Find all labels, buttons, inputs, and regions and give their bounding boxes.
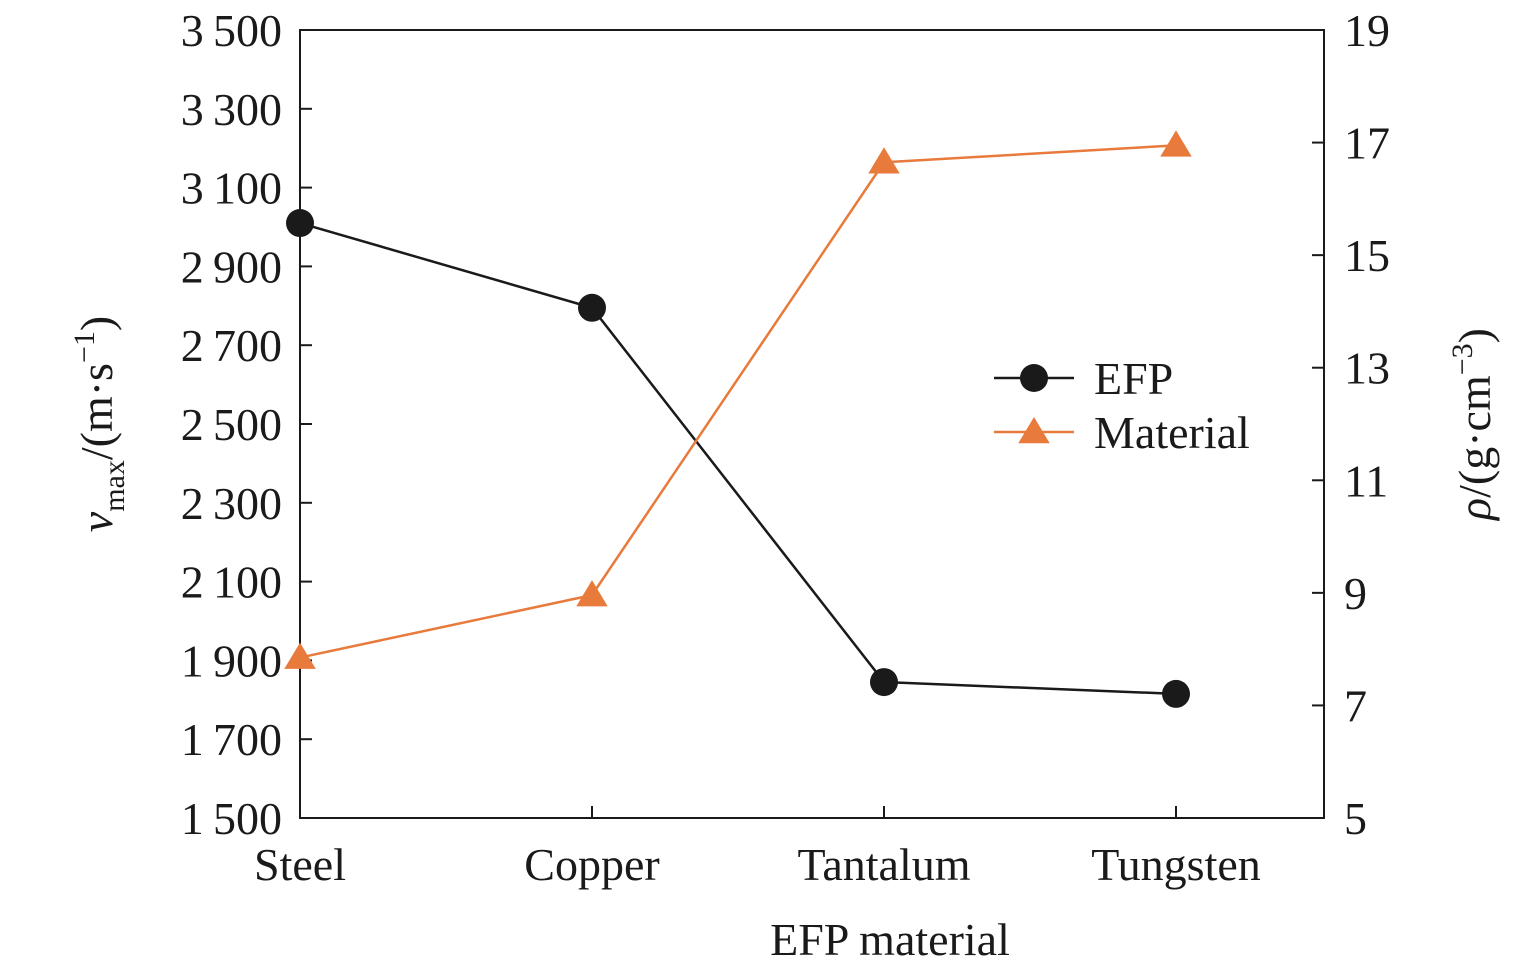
left-tick-label: 3 100 <box>181 163 282 214</box>
left-tick-label: 1 500 <box>181 793 282 844</box>
x-axis: Steel Copper Tantalum Tungsten <box>254 806 1261 890</box>
left-tick-label: 3 300 <box>181 84 282 135</box>
legend-label-efp: EFP <box>1094 353 1173 404</box>
left-tick-label: 2 700 <box>181 320 282 371</box>
series-line-efp <box>299 221 1177 696</box>
series-line-material <box>299 144 1177 659</box>
right-tick-label: 15 <box>1344 230 1390 281</box>
left-axis-title-symbol: v <box>71 511 122 532</box>
data-point-efp <box>870 668 898 697</box>
x-axis-title: EFP material <box>770 914 1010 965</box>
left-tick-label: 2 900 <box>181 241 282 292</box>
right-tick-label: 7 <box>1344 680 1367 731</box>
right-tick-label: 17 <box>1344 118 1390 169</box>
right-axis-title-close: ) <box>1449 328 1500 343</box>
right-axis-title-superscript: −3 <box>1446 343 1479 375</box>
left-tick-label: 2 500 <box>181 399 282 450</box>
right-tick-label: 9 <box>1344 568 1367 619</box>
x-tick-label: Copper <box>524 839 659 890</box>
left-tick-label: 1 700 <box>181 714 282 765</box>
legend-marker-material <box>1018 417 1050 444</box>
left-tick-label: 2 300 <box>181 478 282 529</box>
left-axis-title-unit: /(m·s <box>71 363 122 460</box>
legend-marker-efp <box>1020 364 1048 392</box>
data-point-material <box>576 580 608 607</box>
data-point-material <box>868 147 900 174</box>
right-axis-title-unit: /(g·cm <box>1449 375 1500 498</box>
x-tick-label: Tungsten <box>1091 839 1261 890</box>
right-axis-title: ρ/(g·cm−3) <box>1446 328 1500 522</box>
data-point-efp <box>1162 679 1190 708</box>
left-axis-title: vmax/(m·s−1) <box>68 316 131 532</box>
left-axis-title-subscript: max <box>98 460 131 512</box>
series-layer <box>284 130 1192 708</box>
left-tick-label: 1 900 <box>181 635 282 686</box>
left-axis-title-superscript: −1 <box>68 331 101 363</box>
right-axis: 5 7 9 11 13 15 17 19 <box>1312 5 1390 844</box>
left-tick-label: 2 100 <box>181 557 282 608</box>
data-point-efp <box>578 293 606 322</box>
svg-text:vmax/(m·s−1): vmax/(m·s−1) <box>68 316 131 532</box>
right-tick-label: 19 <box>1344 5 1390 56</box>
left-tick-label: 3 500 <box>181 5 282 56</box>
right-axis-title-symbol: ρ <box>1449 498 1500 522</box>
right-tick-label: 5 <box>1344 793 1367 844</box>
x-tick-label: Steel <box>254 839 346 890</box>
data-point-material <box>1160 130 1192 157</box>
left-axis-title-close: ) <box>71 316 122 331</box>
legend-label-material: Material <box>1094 407 1250 458</box>
svg-text:ρ/(g·cm−3): ρ/(g·cm−3) <box>1446 328 1500 522</box>
data-point-efp <box>286 209 314 238</box>
x-tick-label: Tantalum <box>797 839 970 890</box>
right-tick-label: 13 <box>1344 343 1390 394</box>
right-tick-label: 11 <box>1344 455 1388 506</box>
left-axis: 1 500 1 700 1 900 2 100 2 300 2 500 2 700 2 900… <box>181 5 312 844</box>
data-point-material <box>284 642 316 669</box>
